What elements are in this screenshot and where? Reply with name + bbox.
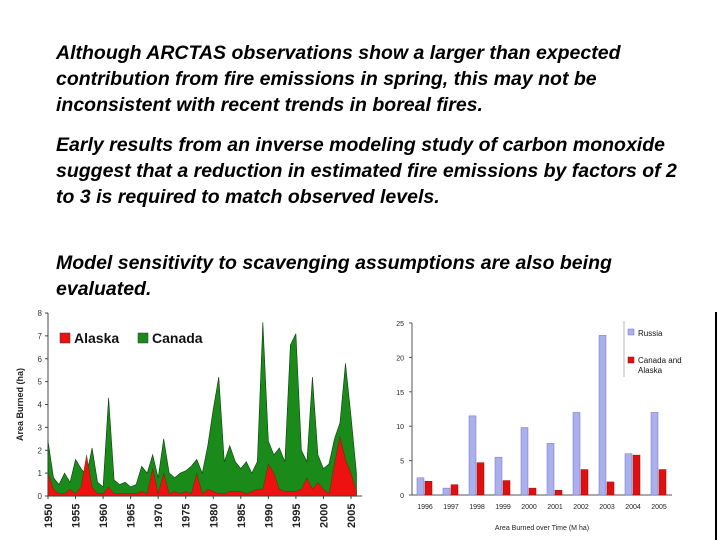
x-tick-label: 1955 (71, 504, 83, 528)
area-series-canada (47, 322, 357, 497)
bar-canada-alaska (606, 481, 615, 496)
slide-edge-divider (715, 312, 717, 540)
bar-russia (442, 487, 451, 496)
x-tick-label: 1970 (153, 504, 165, 528)
y-tick-label: 5 (400, 459, 404, 466)
y-tick-label: 3 (38, 423, 43, 432)
alaska-canada-area-burned-chart: 0 1 2 3 4 5 6 7 8 Area Burned (ha) 1950 1955 1960 196… (15, 309, 362, 528)
bar-russia (494, 456, 503, 496)
bar-canada-alaska (476, 462, 485, 496)
legend-swatch-alaska (59, 332, 71, 344)
bar-canada-alaska (528, 487, 537, 496)
bar-russia (520, 427, 529, 496)
y-tick-label: 4 (38, 401, 43, 410)
y-tick-label: 2 (38, 446, 43, 455)
legend-swatch-russia (627, 328, 635, 336)
x-tick-label: 2003 (599, 504, 615, 511)
bar-canada-alaska (580, 469, 589, 496)
bar-canada-alaska (502, 480, 511, 496)
bar-russia (624, 453, 633, 496)
paragraph-inverse-modeling: Early results from an inverse modeling s… (56, 134, 677, 208)
y-tick-label: 0 (38, 492, 43, 501)
russia-canada-alaska-bar-chart: 0 5 10 15 20 25 1996 1997 1998 1999 2000 2001 2002 20… (396, 321, 682, 532)
x-tick-label: 2000 (521, 504, 537, 511)
y-tick-label: 8 (38, 309, 43, 318)
y-tick-label: 20 (396, 355, 404, 362)
x-tick-label: 1965 (126, 504, 138, 528)
x-tick-label: 1998 (469, 504, 485, 511)
y-tick-label: 5 (38, 378, 43, 387)
x-tick-label: 1980 (208, 504, 220, 528)
y-tick-label: 25 (396, 321, 404, 328)
x-tick-label: 1950 (43, 504, 55, 528)
y-tick-label: 6 (38, 355, 43, 364)
bar-russia (650, 412, 659, 496)
legend-label-canada: Canada (152, 330, 203, 346)
bar-russia (572, 412, 581, 496)
y-tick-label: 0 (400, 493, 404, 500)
x-tick-label: 2001 (547, 504, 563, 511)
legend-label-russia: Russia (638, 329, 663, 338)
y-tick-label: 1 (38, 469, 43, 478)
x-tick-label: 1960 (98, 504, 110, 528)
paragraph-arctas-observations: Although ARCTAS observations show a larg… (56, 42, 621, 116)
bar-canada-alaska (450, 484, 459, 496)
x-tick-label: 1997 (443, 504, 459, 511)
bar-canada-alaska (632, 454, 641, 496)
bar-canada-alaska (424, 480, 433, 496)
legend-label-alaska: Alaska (74, 330, 119, 346)
bar-russia (416, 477, 425, 496)
bar-russia (598, 335, 607, 496)
y-tick-label: 7 (38, 332, 43, 341)
x-tick-label: 1996 (417, 504, 433, 511)
x-tick-label: 1975 (181, 504, 193, 528)
y-tick-label: 10 (396, 424, 404, 431)
x-tick-label: 1985 (236, 504, 248, 528)
x-axis-title: Area Burned over Time (M ha) (495, 525, 589, 532)
legend-swatch-canada-alaska (627, 356, 635, 364)
bar-canada-alaska (554, 489, 563, 496)
y-tick-label: 15 (396, 390, 404, 397)
legend-swatch-canada (137, 332, 149, 344)
paragraph-model-sensitivity: Model sensitivity to scavenging assumpti… (56, 252, 612, 300)
x-tick-label: 2004 (625, 504, 641, 511)
bar-russia (468, 415, 477, 496)
x-tick-label: 2005 (346, 504, 358, 528)
x-tick-label: 1990 (263, 504, 275, 528)
bar-canada-alaska (658, 469, 667, 496)
x-tick-label: 2005 (651, 504, 667, 511)
x-tick-label: 2002 (573, 504, 589, 511)
area-series-alaska (47, 436, 357, 497)
bar-russia (546, 443, 555, 496)
x-tick-label: 1999 (495, 504, 511, 511)
y-axis-title: Area Burned (ha) (15, 368, 25, 441)
x-tick-label: 1995 (291, 504, 303, 528)
legend-label-canada-alaska: Canada and Alaska (638, 356, 682, 375)
x-tick-label: 2000 (318, 504, 330, 528)
